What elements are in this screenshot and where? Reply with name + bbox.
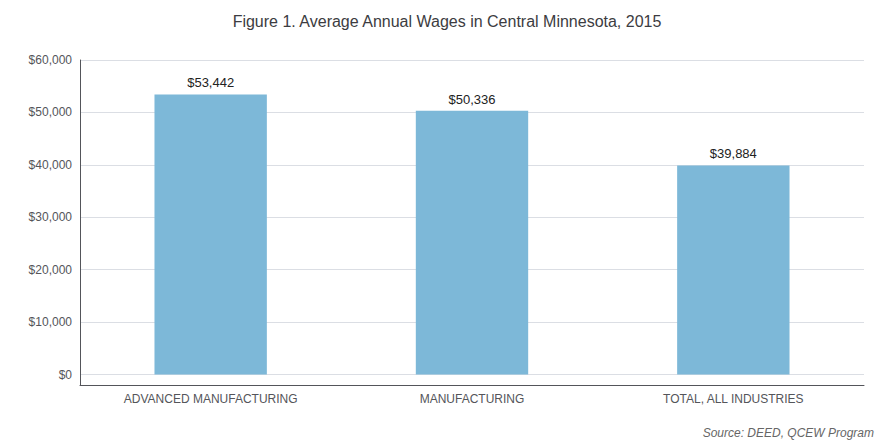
svg-text:TOTAL, ALL INDUSTRIES: TOTAL, ALL INDUSTRIES: [663, 392, 803, 406]
svg-text:$50,336: $50,336: [449, 92, 496, 107]
svg-text:$0: $0: [59, 368, 73, 382]
svg-text:$50,000: $50,000: [29, 105, 73, 119]
svg-text:$30,000: $30,000: [29, 210, 73, 224]
svg-text:$40,000: $40,000: [29, 158, 73, 172]
svg-text:$10,000: $10,000: [29, 315, 73, 329]
svg-text:ADVANCED MANUFACTURING: ADVANCED MANUFACTURING: [124, 392, 298, 406]
svg-text:$53,442: $53,442: [187, 75, 234, 90]
svg-text:Figure 1. Average Annual Wages: Figure 1. Average Annual Wages in Centra…: [233, 13, 662, 30]
svg-text:$60,000: $60,000: [29, 53, 73, 67]
svg-text:Source: DEED, QCEW Program: Source: DEED, QCEW Program: [703, 426, 874, 440]
svg-text:MANUFACTURING: MANUFACTURING: [420, 392, 525, 406]
svg-text:$39,884: $39,884: [710, 146, 757, 161]
svg-text:$20,000: $20,000: [29, 263, 73, 277]
